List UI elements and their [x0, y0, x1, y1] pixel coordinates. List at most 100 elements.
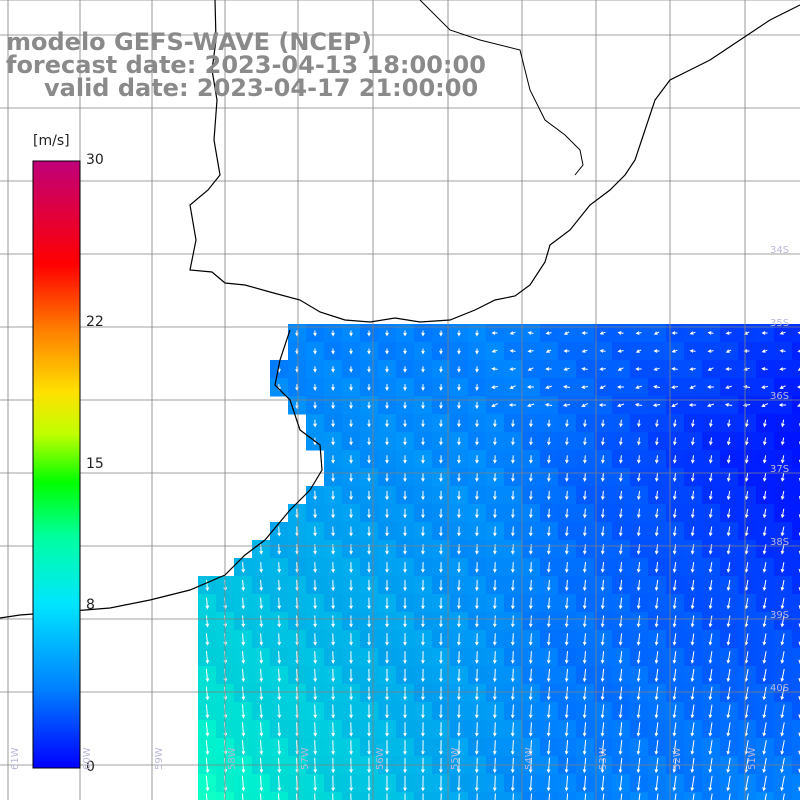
wind-arrow	[457, 455, 461, 464]
wind-arrow	[690, 704, 695, 719]
wind-arrow	[421, 384, 425, 391]
wind-arrow	[313, 330, 317, 337]
wind-arrow	[259, 704, 264, 719]
wind-arrow	[617, 349, 624, 353]
wind-arrow	[796, 403, 800, 407]
wind-arrow	[780, 615, 785, 628]
wind-arrow	[726, 686, 731, 701]
wind-arrow	[708, 704, 713, 719]
wind-arrow	[331, 348, 335, 355]
wind-arrow	[744, 633, 749, 646]
wind-arrow	[708, 633, 713, 646]
wind-arrow	[708, 615, 713, 628]
wind-arrow	[349, 668, 353, 683]
wind-arrow	[439, 384, 443, 391]
wind-arrow	[708, 579, 713, 592]
wind-arrow	[439, 455, 443, 464]
wind-arrow	[528, 579, 533, 592]
wind-arrow	[511, 455, 515, 464]
wind-arrow	[439, 437, 443, 446]
wind-arrow	[547, 473, 551, 482]
wind-arrow	[564, 722, 569, 737]
wind-arrow	[296, 793, 298, 800]
wind-arrow	[529, 419, 533, 428]
wind-arrow	[654, 633, 659, 646]
wind-arrow	[708, 597, 713, 610]
wind-arrow	[690, 490, 695, 501]
wind-arrow	[456, 704, 461, 719]
wind-arrow	[544, 403, 553, 407]
wind-arrow	[690, 615, 695, 628]
wind-arrow	[689, 331, 696, 335]
wind-arrow	[349, 473, 353, 482]
wind-arrow	[710, 793, 713, 800]
wind-arrow	[726, 775, 731, 792]
field-cell	[792, 504, 800, 523]
wind-arrow	[584, 793, 587, 800]
wind-arrow	[600, 508, 605, 519]
wind-arrow	[780, 526, 785, 537]
field-cell	[234, 792, 253, 800]
wind-arrow	[349, 704, 353, 719]
wind-arrow	[708, 437, 713, 446]
wind-arrow	[690, 508, 695, 519]
wind-arrow	[277, 740, 282, 755]
wind-arrow	[672, 615, 677, 628]
wind-arrow	[331, 686, 336, 701]
wind-arrow	[241, 704, 246, 719]
wind-arrow	[349, 597, 353, 610]
wind-arrow	[475, 419, 479, 428]
wind-arrow	[564, 490, 569, 501]
wind-arrow	[259, 562, 264, 573]
wind-arrow	[439, 704, 443, 719]
wind-arrow	[403, 330, 407, 337]
wind-arrow	[439, 686, 443, 701]
wind-arrow	[689, 349, 696, 353]
wind-arrow	[690, 597, 695, 610]
wind-arrow	[331, 366, 335, 373]
wind-arrow	[421, 740, 425, 755]
wind-arrow	[528, 722, 533, 737]
wind-arrow	[600, 722, 605, 737]
wind-arrow	[331, 384, 335, 391]
wind-arrow	[205, 633, 210, 646]
wind-arrow	[636, 562, 641, 573]
wind-arrow	[528, 686, 533, 701]
field-cell	[792, 378, 800, 397]
wind-arrow	[706, 403, 715, 407]
field-cell	[792, 594, 800, 613]
coastline	[189, 0, 800, 323]
wind-arrow	[779, 385, 786, 389]
wind-arrow	[618, 562, 623, 573]
wind-arrow	[672, 722, 677, 737]
wind-arrow	[440, 793, 442, 800]
wind-arrow	[492, 722, 497, 737]
wind-arrow	[421, 455, 425, 464]
colorbar-tick-label: 15	[86, 455, 104, 472]
wind-arrow	[762, 704, 767, 719]
wind-arrow	[744, 579, 749, 592]
coastline-argentina	[0, 329, 323, 619]
wind-arrow	[457, 579, 461, 592]
wind-arrow	[331, 330, 335, 337]
wind-arrow	[385, 473, 389, 482]
wind-arrow	[708, 562, 713, 573]
latitude-label: 38S	[770, 537, 790, 548]
wind-arrow	[690, 526, 695, 537]
wind-arrow	[349, 633, 353, 646]
wind-arrow	[404, 793, 406, 800]
wind-arrow	[600, 651, 605, 664]
wind-arrow	[581, 349, 588, 353]
wind-arrow	[385, 704, 389, 719]
wind-arrow	[331, 401, 335, 410]
wind-arrow	[654, 579, 659, 592]
latitude-label: 40S	[770, 683, 790, 694]
wind-arrow	[780, 740, 785, 755]
wind-arrow	[528, 615, 533, 628]
wind-arrow	[349, 348, 353, 355]
wind-arrow	[349, 740, 353, 755]
field-cell	[792, 666, 800, 685]
wind-arrow	[367, 419, 371, 428]
wind-arrow	[349, 562, 353, 573]
wind-arrow	[492, 579, 497, 592]
